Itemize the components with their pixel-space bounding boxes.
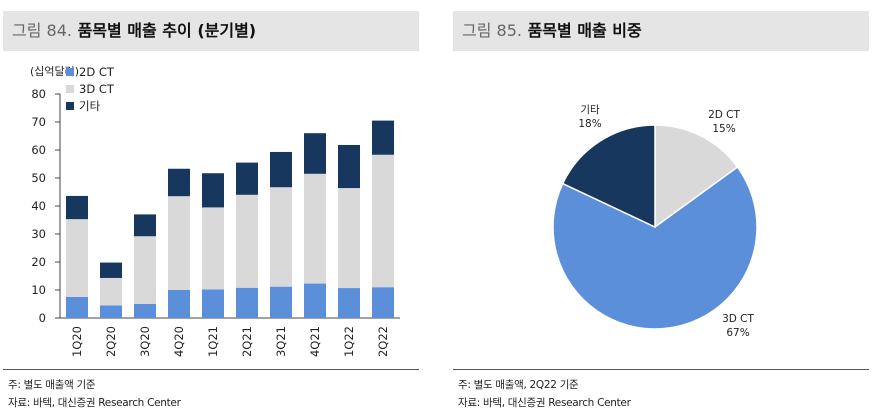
y-tick-label: 60 xyxy=(31,143,46,157)
bar-segment xyxy=(304,173,326,284)
y-tick-label: 40 xyxy=(31,199,46,213)
bar-segment xyxy=(270,286,292,318)
pie-slice xyxy=(552,165,758,330)
footer-divider xyxy=(3,369,419,370)
bar-segment xyxy=(304,283,326,318)
bar-segment xyxy=(270,151,292,188)
y-tick-label: 70 xyxy=(31,115,46,129)
x-tick-label: 3Q20 xyxy=(138,326,152,357)
figure-84-panel: 그림 84. 품목별 매출 추이 (분기별) (십억달러) 0 10 20 30 40 50… xyxy=(0,0,425,418)
slice-value-label: 67% xyxy=(726,327,749,339)
bar-segment xyxy=(134,236,156,304)
x-tick-label: 2Q20 xyxy=(104,326,118,357)
bar-segment xyxy=(338,144,360,189)
bar-segment xyxy=(202,207,224,290)
x-tick-label: 2Q21 xyxy=(240,326,254,357)
pie-chart: 2D CT 15% 3D CT 67% 기타 18% xyxy=(552,104,758,339)
slice-label: 2D CT xyxy=(708,109,740,121)
title-bar: 그림 84. 품목별 매출 추이 (분기별) xyxy=(3,11,419,51)
y-tick-label: 50 xyxy=(31,171,46,185)
figure-title: 그림 85. 품목별 매출 비중 xyxy=(462,11,642,51)
y-tick-label: 10 xyxy=(31,283,46,297)
bar-segment xyxy=(270,187,292,287)
bar-segment xyxy=(202,289,224,318)
bar-segment xyxy=(66,297,88,318)
bar-segment xyxy=(236,194,258,288)
y-tick-label: 30 xyxy=(31,227,46,241)
bar-segment xyxy=(236,162,258,195)
x-tick-label: 1Q22 xyxy=(342,326,356,357)
y-tick-label: 80 xyxy=(31,87,46,101)
source-note: 자료: 바텍, 대신증권 Research Center xyxy=(458,397,631,409)
y-tick-label: 0 xyxy=(39,311,46,325)
slice-value-label: 15% xyxy=(712,123,735,135)
bar-segment xyxy=(202,173,224,208)
source-note: 자료: 바텍, 대신증권 Research Center xyxy=(8,397,181,409)
bar-segment xyxy=(168,196,190,290)
slice-label: 기타 xyxy=(580,104,600,116)
x-tick-label: 1Q20 xyxy=(70,326,84,357)
bar-segment xyxy=(168,290,190,318)
figure-title: 그림 84. 품목별 매출 추이 (분기별) xyxy=(12,11,256,51)
legend-label: 기타 xyxy=(79,99,101,113)
bar-segment xyxy=(338,188,360,289)
x-tick-label: 3Q21 xyxy=(274,326,288,357)
legend-label: 3D CT xyxy=(79,82,115,96)
figure-title-text: 품목별 매출 추이 (분기별) xyxy=(77,21,257,40)
footer-divider xyxy=(453,369,869,370)
title-bar: 그림 85. 품목별 매출 비중 xyxy=(453,11,869,51)
x-tick-label: 4Q21 xyxy=(308,326,322,357)
bar-segment xyxy=(134,304,156,318)
bar-segment xyxy=(100,305,122,318)
x-tick-label: 1Q21 xyxy=(206,326,220,357)
bar-segment xyxy=(100,262,122,278)
y-tick-label: 20 xyxy=(31,255,46,269)
legend-swatch xyxy=(66,102,74,110)
figure-number: 그림 84. xyxy=(12,21,72,40)
bar-segment xyxy=(236,287,258,318)
pie-slice xyxy=(561,124,656,229)
bar-segment xyxy=(100,277,122,306)
bar-segment xyxy=(372,154,394,288)
footnote: 주: 별도 매출액, 2Q22 기준 xyxy=(458,379,579,391)
bar-segment xyxy=(372,287,394,318)
figure-85-panel: 그림 85. 품목별 매출 비중 2D CT 15% 3D CT 67% 기타 18% 주… xyxy=(450,0,875,418)
slice-label: 3D CT xyxy=(722,313,754,325)
figure-number: 그림 85. xyxy=(462,21,522,40)
bar-segment xyxy=(66,219,88,297)
bar-segment xyxy=(304,133,326,174)
figure-title-text: 품목별 매출 비중 xyxy=(527,21,642,40)
bar-segment xyxy=(372,120,394,155)
legend-swatch xyxy=(66,68,74,76)
bar-segment xyxy=(66,195,88,220)
legend-label: 2D CT xyxy=(79,65,115,79)
slice-value-label: 18% xyxy=(578,118,601,130)
bar-segment xyxy=(168,168,190,197)
bar-segment xyxy=(338,288,360,318)
x-tick-label: 2Q22 xyxy=(376,326,390,357)
bar-segment xyxy=(134,214,156,237)
footnote: 주: 별도 매출액 기준 xyxy=(8,379,96,391)
legend-swatch xyxy=(66,85,74,93)
x-tick-label: 4Q20 xyxy=(172,326,186,357)
pie-slice xyxy=(654,124,739,229)
